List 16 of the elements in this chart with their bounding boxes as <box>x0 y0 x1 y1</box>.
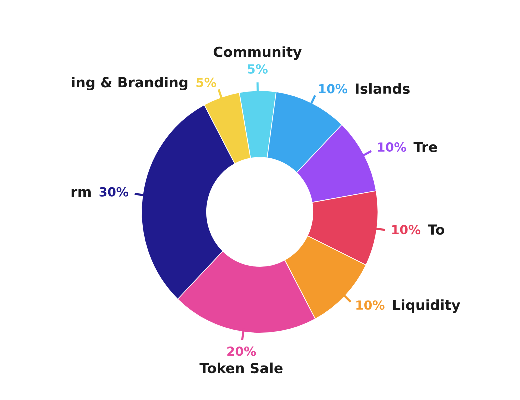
slice-label: ing & Branding <box>72 76 188 91</box>
slice-label: Tre <box>414 142 438 152</box>
slice-label: Islands <box>356 83 410 94</box>
slice-label: Liquidity <box>393 300 460 314</box>
slice-label: rm <box>72 189 91 198</box>
slice-label: To <box>428 224 445 236</box>
slice-label: Token Sale <box>200 362 283 374</box>
data-label: 10% <box>356 300 385 310</box>
data-label: 5% <box>248 64 268 74</box>
data-label: 30% <box>100 187 129 197</box>
data-label: 20% <box>228 346 256 356</box>
slice-label: Community <box>214 46 302 60</box>
data-label: 5% <box>196 78 217 88</box>
data-label: 10% <box>319 84 348 94</box>
data-label: 10% <box>378 142 406 152</box>
data-label: 10% <box>392 225 421 235</box>
